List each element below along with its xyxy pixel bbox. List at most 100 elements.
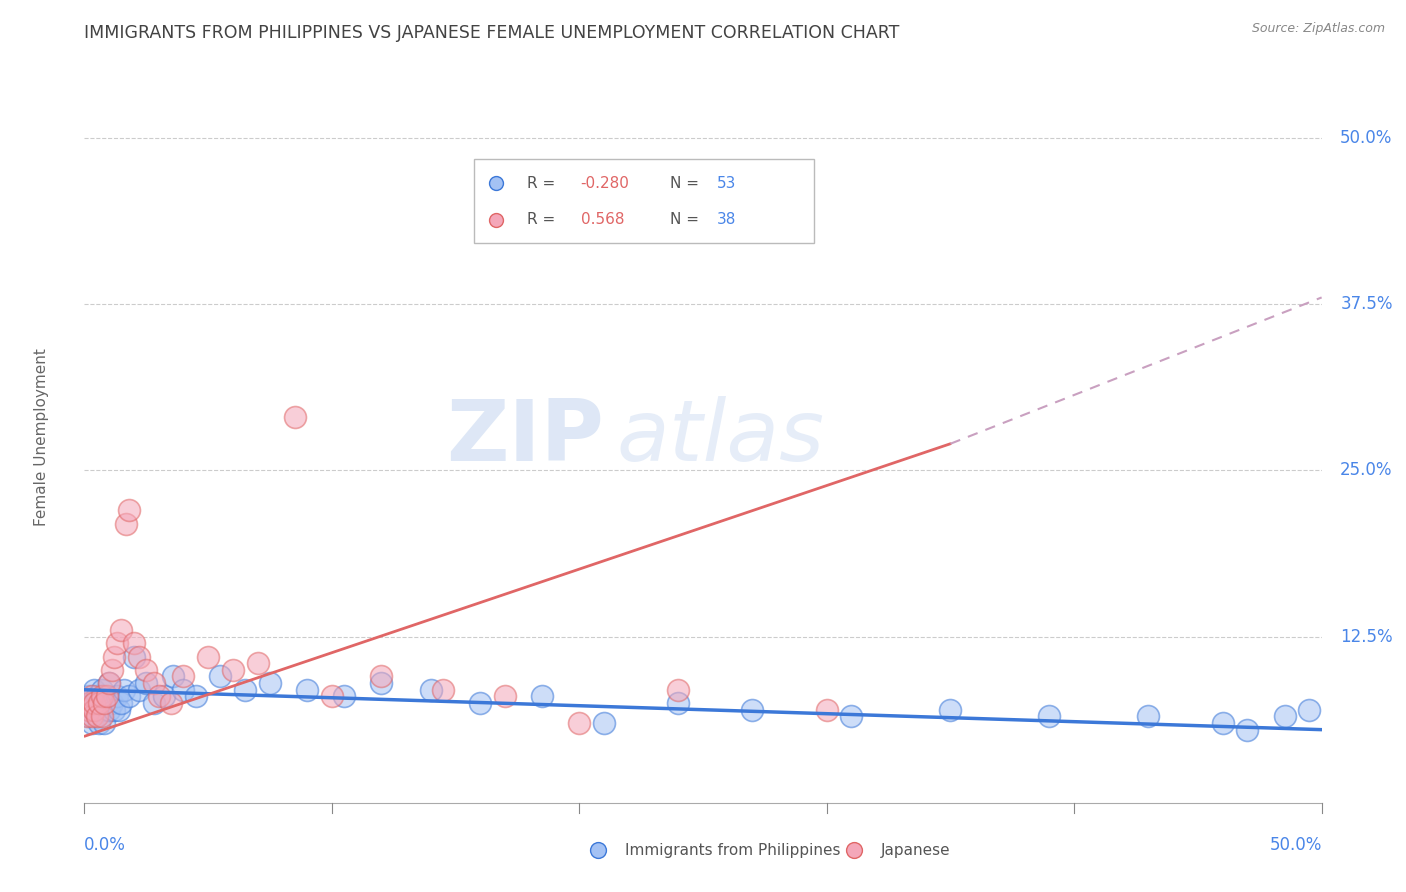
Point <box>80 716 103 731</box>
Point <box>432 682 454 697</box>
Point <box>89 696 111 710</box>
FancyBboxPatch shape <box>474 159 814 244</box>
Point <box>93 690 115 704</box>
Point <box>80 709 103 723</box>
Point <box>112 682 135 697</box>
Point <box>1099 882 1122 892</box>
Text: 0.0%: 0.0% <box>84 836 127 854</box>
Point <box>197 649 219 664</box>
Text: atlas: atlas <box>616 395 824 479</box>
Point <box>246 656 269 670</box>
Point <box>160 696 183 710</box>
Text: ZIP: ZIP <box>446 395 605 479</box>
Point <box>80 690 103 704</box>
Point <box>568 716 591 731</box>
Point <box>83 696 105 710</box>
Point <box>939 703 962 717</box>
Point <box>321 690 343 704</box>
Point <box>148 690 170 704</box>
Text: IMMIGRANTS FROM PHILIPPINES VS JAPANESE FEMALE UNEMPLOYMENT CORRELATION CHART: IMMIGRANTS FROM PHILIPPINES VS JAPANESE … <box>84 24 900 42</box>
Text: 50.0%: 50.0% <box>1340 128 1392 147</box>
Point <box>86 709 108 723</box>
Point <box>79 696 101 710</box>
Point <box>93 696 115 710</box>
Point <box>93 716 115 731</box>
Point <box>666 682 689 697</box>
Point <box>741 703 763 717</box>
Point <box>98 676 121 690</box>
Point <box>76 709 98 723</box>
Point <box>1137 709 1160 723</box>
Point <box>96 696 118 710</box>
Point <box>79 709 101 723</box>
Point <box>233 682 256 697</box>
Point <box>122 649 145 664</box>
Point <box>135 676 157 690</box>
Point <box>531 690 554 704</box>
Text: 38: 38 <box>717 212 735 227</box>
Point <box>152 690 174 704</box>
Point <box>1236 723 1258 737</box>
Point <box>122 636 145 650</box>
Text: R =: R = <box>527 212 565 227</box>
Point <box>80 696 103 710</box>
Point <box>105 690 128 704</box>
Point <box>128 682 150 697</box>
Text: 12.5%: 12.5% <box>1340 628 1393 646</box>
Text: -0.280: -0.280 <box>581 176 630 191</box>
Text: 0.568: 0.568 <box>581 212 624 227</box>
Point <box>86 709 108 723</box>
Point <box>135 663 157 677</box>
Point <box>98 703 121 717</box>
Point <box>593 716 616 731</box>
Point <box>79 703 101 717</box>
Point <box>89 716 111 731</box>
Point <box>172 669 194 683</box>
Point <box>96 690 118 704</box>
Text: 37.5%: 37.5% <box>1340 295 1393 313</box>
Point <box>841 709 863 723</box>
Point <box>184 690 207 704</box>
Point <box>86 690 108 704</box>
Point <box>83 703 105 717</box>
Text: Immigrants from Philippines: Immigrants from Philippines <box>626 843 841 858</box>
Point <box>103 703 125 717</box>
Point <box>103 649 125 664</box>
Point <box>142 676 165 690</box>
Point <box>172 682 194 697</box>
Text: N =: N = <box>669 176 703 191</box>
Point <box>118 690 141 704</box>
Point <box>83 682 105 697</box>
Text: Source: ZipAtlas.com: Source: ZipAtlas.com <box>1251 22 1385 36</box>
Point <box>100 696 122 710</box>
Point <box>90 709 112 723</box>
Point <box>90 690 112 704</box>
Point <box>115 516 138 531</box>
Point <box>419 682 441 697</box>
Point <box>105 636 128 650</box>
Point <box>1298 703 1320 717</box>
Point <box>76 703 98 717</box>
Point <box>1212 716 1234 731</box>
Text: 25.0%: 25.0% <box>1340 461 1393 479</box>
Point <box>295 682 318 697</box>
Point <box>90 682 112 697</box>
Point <box>100 663 122 677</box>
Point <box>110 696 132 710</box>
Point <box>222 663 245 677</box>
Point <box>284 410 307 425</box>
Point <box>333 690 356 704</box>
Point <box>79 690 101 704</box>
Point <box>162 669 184 683</box>
Point <box>98 676 121 690</box>
Point <box>110 623 132 637</box>
Text: R =: R = <box>527 176 561 191</box>
Point <box>1274 709 1296 723</box>
Point <box>142 696 165 710</box>
Point <box>128 649 150 664</box>
Point <box>666 696 689 710</box>
Point <box>259 676 281 690</box>
Point <box>209 669 232 683</box>
Point <box>83 703 105 717</box>
Text: 53: 53 <box>717 176 735 191</box>
